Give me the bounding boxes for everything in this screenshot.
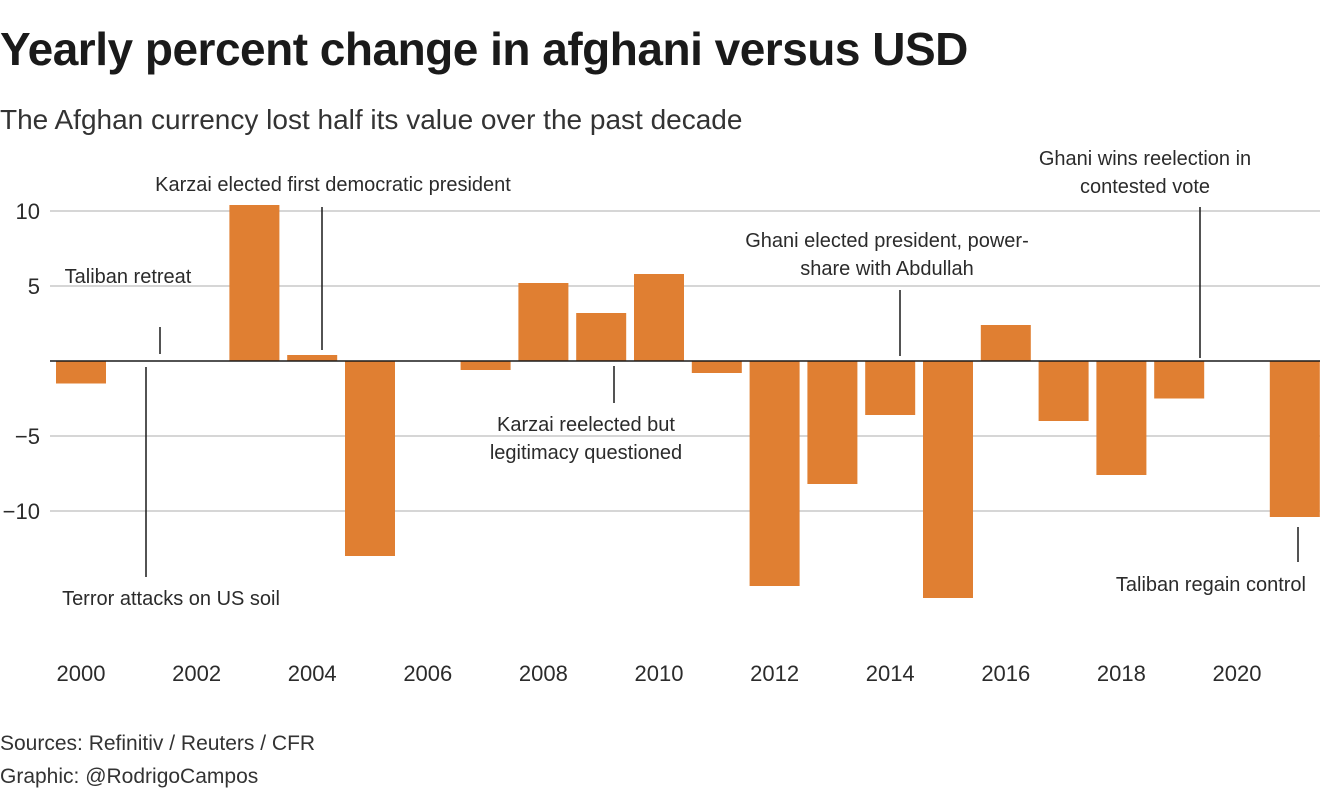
annotation-label: Karzai reelected but legitimacy questione… bbox=[490, 414, 682, 464]
x-tick-label: 2004 bbox=[288, 661, 337, 686]
x-tick-label: 2018 bbox=[1097, 661, 1146, 686]
x-tick-label: 2002 bbox=[172, 661, 221, 686]
annotation-label: Ghani elected president, power-share wit… bbox=[745, 230, 1029, 280]
bar-2013 bbox=[807, 361, 858, 484]
x-tick-label: 2008 bbox=[519, 661, 568, 686]
bar-2004 bbox=[287, 355, 338, 361]
x-tick-label: 2020 bbox=[1213, 661, 1262, 686]
annotation-label: Ghani wins reelection in contested vote bbox=[1039, 148, 1251, 198]
bar-2005 bbox=[345, 361, 395, 556]
bar-chart: 10 5 −5 −10 2000 2002 2004 2006 2008 2010 2012 201… bbox=[3, 148, 1320, 686]
y-tick-label: −10 bbox=[3, 499, 40, 524]
x-tick-label: 2012 bbox=[750, 661, 799, 686]
annotation-label: Karzai elected first democratic presiden… bbox=[155, 174, 511, 196]
x-tick-label: 2006 bbox=[403, 661, 452, 686]
y-tick-label: 5 bbox=[28, 274, 40, 299]
bars bbox=[56, 205, 1320, 598]
source-note: Sources: Refinitiv / Reuters / CFR bbox=[0, 732, 316, 755]
annotations: Taliban retreat Terror attacks on US soil… bbox=[62, 148, 1306, 610]
bar-2007 bbox=[460, 361, 511, 370]
annotation-label: Taliban retreat bbox=[65, 266, 192, 288]
chart-subtitle: The Afghan currency lost half its value … bbox=[0, 104, 743, 135]
bar-2011 bbox=[691, 361, 742, 373]
bar-2018 bbox=[1096, 361, 1147, 475]
x-tick-label: 2010 bbox=[635, 661, 684, 686]
annotation-label: Taliban regain control bbox=[1116, 574, 1306, 596]
bar-2016 bbox=[980, 325, 1031, 361]
bar-2017 bbox=[1038, 361, 1089, 421]
x-tick-label: 2014 bbox=[866, 661, 915, 686]
annotation-label: Terror attacks on US soil bbox=[62, 588, 280, 610]
bar-2015 bbox=[923, 361, 973, 598]
bar-2014 bbox=[865, 361, 916, 415]
x-tick-labels: 2000 2002 2004 2006 2008 2010 2012 2014 2016 2018… bbox=[57, 661, 1262, 686]
x-tick-label: 2016 bbox=[981, 661, 1030, 686]
bar-2021 bbox=[1269, 361, 1320, 517]
y-tick-label: −5 bbox=[15, 424, 40, 449]
y-tick-labels: 10 5 −5 −10 bbox=[3, 199, 40, 524]
bar-2008 bbox=[518, 283, 569, 361]
bar-2012 bbox=[749, 361, 800, 586]
bar-2019 bbox=[1154, 361, 1205, 399]
bar-2010 bbox=[634, 274, 684, 361]
graphic-credit: Graphic: @RodrigoCampos bbox=[0, 765, 259, 788]
y-tick-label: 10 bbox=[16, 199, 40, 224]
x-tick-label: 2000 bbox=[57, 661, 106, 686]
bar-2000 bbox=[56, 361, 106, 384]
bar-2003 bbox=[229, 205, 280, 361]
chart-title: Yearly percent change in afghani versus … bbox=[0, 23, 968, 75]
bar-2009 bbox=[576, 313, 627, 361]
